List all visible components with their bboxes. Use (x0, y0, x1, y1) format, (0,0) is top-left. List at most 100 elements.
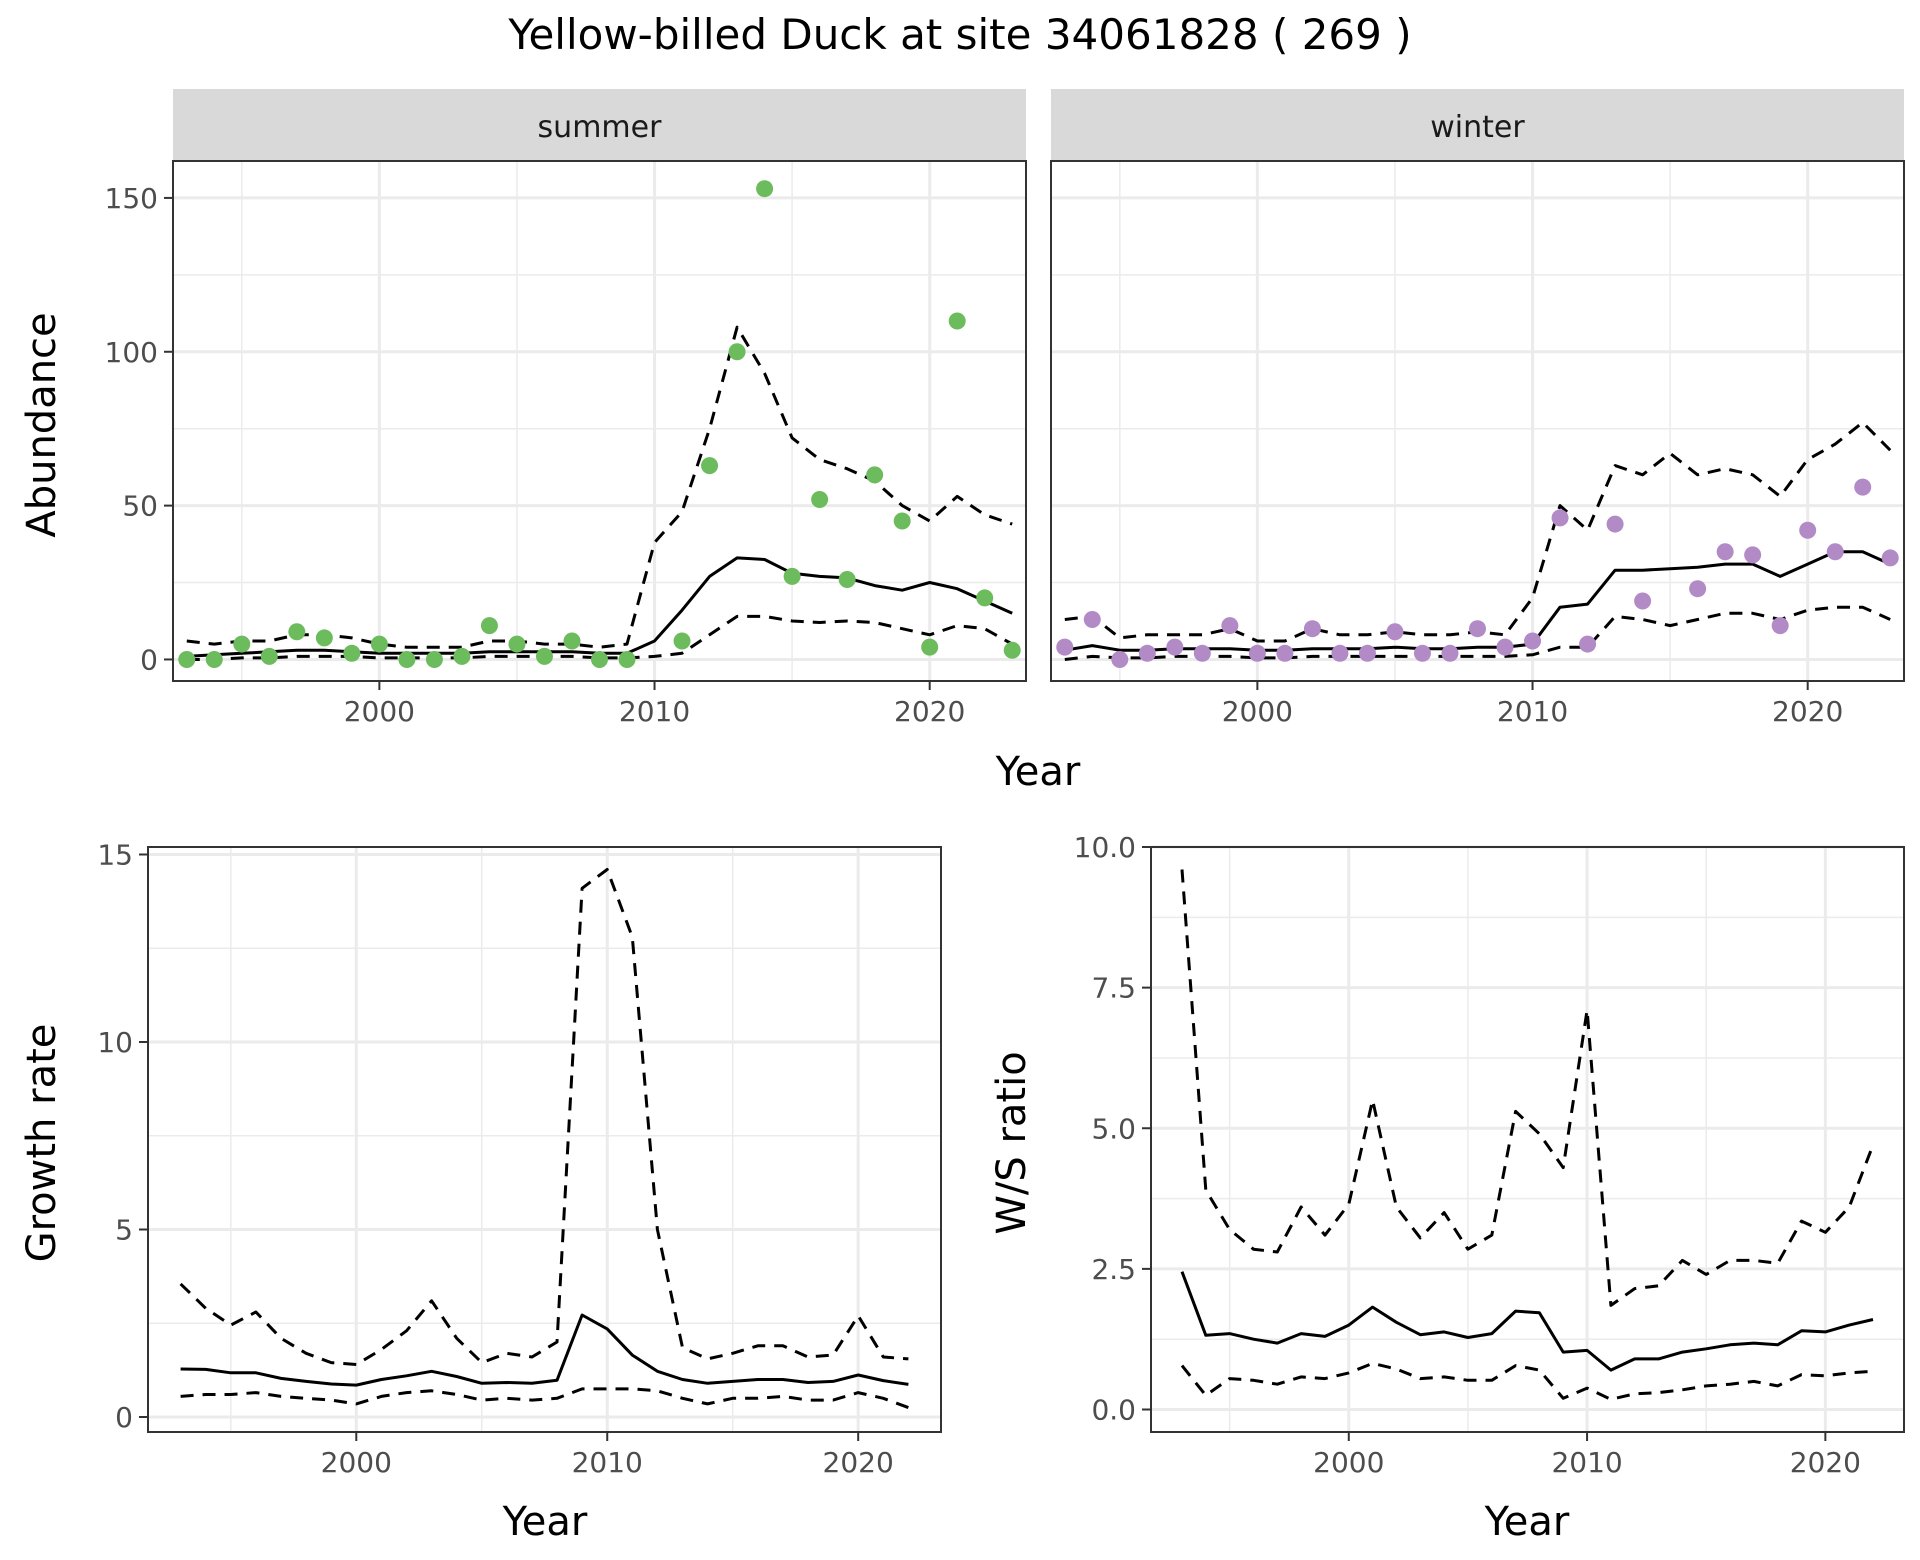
abundance-x-axis-title: Year (995, 749, 1081, 795)
summer-abundance-panel: summer 2000 2010 2020 0 50 100 150 (105, 89, 1027, 728)
data-point (205, 650, 223, 668)
data-point (1496, 638, 1514, 656)
data-point (370, 635, 388, 653)
data-point (1303, 620, 1321, 638)
data-point (1744, 546, 1762, 564)
facet-strip (1051, 89, 1904, 161)
data-point (1166, 638, 1184, 656)
data-point (1551, 509, 1569, 527)
data-point (948, 312, 966, 330)
x-tick-label: 2020 (823, 1446, 894, 1479)
facet-strip (173, 89, 1026, 161)
y-tick-label: 50 (122, 490, 158, 523)
x-tick-label: 2010 (619, 695, 690, 728)
panel-border (172, 160, 1027, 682)
data-point (1276, 644, 1294, 662)
data-point (1056, 638, 1074, 656)
data-point (976, 589, 994, 607)
x-tick-label: 2000 (1313, 1446, 1384, 1479)
y-tick-label: 0 (115, 1401, 133, 1434)
panel-border (1050, 160, 1905, 682)
ws-ratio-x-axis-title: Year (1484, 1499, 1570, 1545)
data-point (1441, 644, 1459, 662)
data-point (1003, 641, 1021, 659)
data-point (1689, 580, 1707, 598)
data-point (508, 635, 526, 653)
growth-rate-x-axis-title: Year (502, 1499, 588, 1545)
x-tick-label: 2010 (572, 1446, 643, 1479)
data-point (535, 647, 553, 665)
data-point (728, 343, 746, 361)
ws-ratio-panel: 2000 2010 2020 0.0 2.5 5.0 7.5 10.0 W/S ratio Y… (989, 831, 1905, 1545)
data-point (1221, 617, 1239, 635)
data-point (480, 617, 498, 635)
growth-rate-y-axis-title: Growth rate (19, 1024, 65, 1263)
panel-border (1150, 846, 1905, 1433)
x-tick-label: 2020 (894, 695, 965, 728)
trend-line (1180, 1271, 1874, 1372)
facet-strip-label: summer (538, 110, 663, 145)
data-point (288, 623, 306, 641)
data-point (398, 650, 416, 668)
data-point (838, 570, 856, 588)
confidence-bound-line (1180, 869, 1875, 1307)
data-point (1771, 617, 1789, 635)
x-tick-label: 2000 (344, 695, 415, 728)
y-tick-label: 10 (97, 1026, 133, 1059)
data-point (756, 180, 774, 198)
x-tick-label: 2000 (321, 1446, 392, 1479)
data-point (1083, 610, 1101, 628)
growth-rate-panel: 2000 2010 2020 0 5 10 15 Growth rate Year (19, 839, 942, 1545)
data-point (591, 650, 608, 668)
data-point (425, 650, 443, 668)
data-point (315, 629, 333, 647)
data-point (1716, 543, 1734, 561)
plot-area: 2000 2010 2020 0 5 10 15 (97, 839, 942, 1479)
data-point (563, 632, 581, 650)
data-point (1854, 478, 1872, 496)
data-point (1358, 644, 1376, 662)
figure-title: Yellow-billed Duck at site 34061828 ( 26… (507, 10, 1411, 59)
data-point (1331, 644, 1349, 662)
y-tick-label: 15 (97, 839, 133, 872)
data-point (783, 567, 801, 585)
data-point (1248, 644, 1266, 662)
data-point (1826, 543, 1844, 561)
plot-area: 2000 2010 2020 0 50 100 150 (105, 160, 1027, 728)
y-tick-label: 150 (105, 182, 158, 215)
data-point (811, 490, 829, 508)
data-point (178, 650, 196, 668)
abundance-y-axis-title: Abundance (19, 312, 65, 537)
confidence-bound-line (1180, 1361, 1874, 1401)
data-point (1386, 623, 1404, 641)
data-point (866, 466, 884, 484)
data-point (233, 635, 251, 653)
data-point (893, 512, 911, 530)
x-tick-label: 2010 (1497, 695, 1568, 728)
plot-area: 2000 2010 2020 (1050, 160, 1905, 728)
y-tick-label: 10.0 (1074, 831, 1136, 864)
trend-line (180, 1313, 909, 1387)
data-point (1111, 650, 1129, 668)
data-point (618, 650, 636, 668)
y-tick-label: 0.0 (1091, 1394, 1136, 1427)
y-tick-label: 0 (140, 643, 158, 676)
data-point (1579, 635, 1597, 653)
data-point (1606, 515, 1624, 533)
data-point (1881, 549, 1899, 567)
data-point (1193, 644, 1211, 662)
y-tick-label: 2.5 (1091, 1253, 1136, 1286)
data-point (1138, 644, 1156, 662)
data-point (673, 632, 691, 650)
data-point (701, 457, 719, 475)
x-tick-label: 2020 (1790, 1446, 1861, 1479)
data-point (1469, 620, 1486, 638)
data-point (1634, 592, 1652, 610)
data-point (921, 638, 939, 656)
winter-abundance-panel: winter 2000 2010 2020 (1050, 89, 1905, 728)
facet-strip-label: winter (1430, 110, 1525, 145)
plot-area: 2000 2010 2020 0.0 2.5 5.0 7.5 10.0 (1074, 831, 1905, 1479)
confidence-bound-line (180, 1387, 909, 1410)
y-tick-label: 5 (115, 1214, 133, 1247)
